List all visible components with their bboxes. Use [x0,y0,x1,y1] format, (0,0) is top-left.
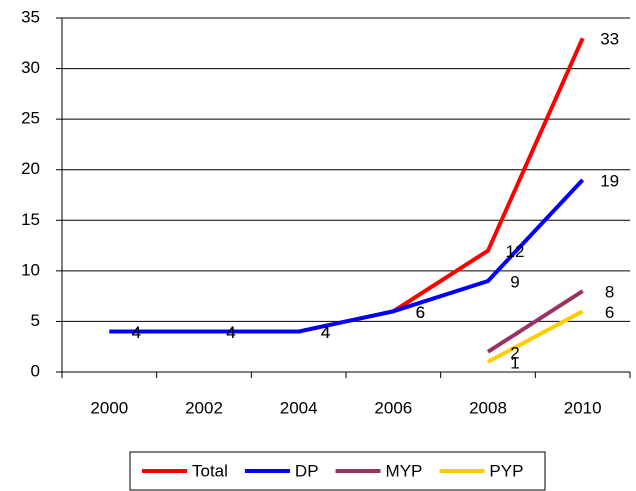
data-label: 9 [510,272,519,291]
y-tick-label: 15 [21,210,40,229]
data-label: 4 [132,323,141,342]
series-line [109,178,585,334]
data-label: 4 [132,323,141,342]
legend-label: MYP [386,461,423,480]
x-tick-label: 2004 [280,398,318,417]
data-label: 12 [506,242,525,261]
data-label: 2 [510,343,519,362]
data-label: 4 [321,323,330,342]
data-label: 8 [605,283,614,302]
data-label: 4 [226,323,235,342]
y-tick-label: 35 [21,7,40,26]
y-tick-label: 10 [21,260,40,279]
x-tick-label: 2010 [564,398,602,417]
series-line [487,309,584,364]
y-tick-label: 25 [21,109,40,128]
x-tick-label: 2008 [469,398,507,417]
data-label: 19 [600,171,619,190]
data-label: 6 [605,303,614,322]
y-tick-label: 5 [31,311,40,330]
legend-label: DP [295,461,319,480]
data-label: 4 [226,323,235,342]
data-label: 6 [416,303,425,322]
x-tick-label: 2002 [185,398,223,417]
data-label: 6 [416,303,425,322]
data-label: 4 [321,323,330,342]
series-line [486,289,584,354]
x-tick-label: 2006 [374,398,412,417]
data-label: 33 [600,30,619,49]
y-tick-label: 0 [31,361,40,380]
y-tick-label: 20 [21,159,40,178]
legend-label: Total [192,461,228,480]
data-label: 1 [510,353,519,372]
legend: Total DP MYP PYP [129,451,546,491]
x-tick-label: 2000 [90,398,128,417]
legend-label: PYP [489,461,523,480]
y-tick-label: 30 [21,58,40,77]
